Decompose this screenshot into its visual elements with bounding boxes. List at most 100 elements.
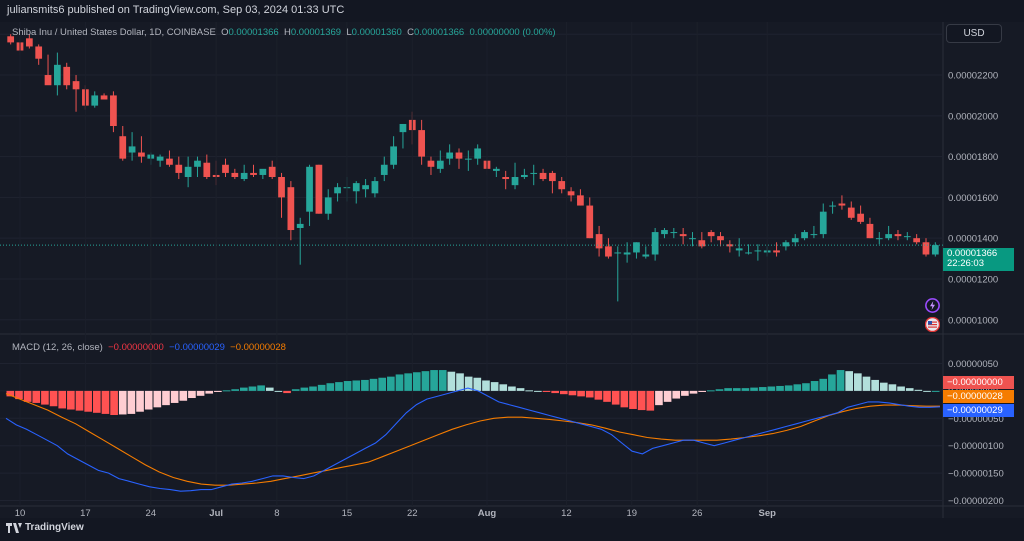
time-tick-label: 8 [274, 508, 279, 518]
macd-histogram-tag: −0.00000000 [943, 376, 1014, 389]
macd-histogram-bar [637, 390, 646, 411]
macd-histogram-bar [646, 390, 655, 411]
macd-histogram-bar [41, 390, 49, 405]
macd-histogram-bar [802, 383, 810, 391]
macd-histogram-bar [257, 385, 265, 391]
macd-histogram-bar [205, 390, 214, 394]
candle-body [773, 250, 780, 253]
macd-histogram-bar [240, 387, 248, 391]
macd-histogram-bar [689, 390, 698, 394]
macd-histogram-bar [283, 390, 291, 394]
time-tick-label: Jul [209, 508, 223, 518]
macd-histogram-bar [750, 387, 758, 391]
candle-body [810, 234, 818, 236]
candle-body [128, 146, 136, 153]
us-flag-icon[interactable] [924, 316, 941, 333]
macd-histogram-bar [767, 386, 776, 391]
macd-histogram-bar [127, 390, 136, 414]
high-label: H [283, 27, 291, 38]
candle-body [857, 213, 864, 222]
macd-histogram-bar [663, 390, 672, 402]
chart-panel[interactable]: 0.000024000.000022000.000020000.00001800… [0, 22, 1024, 518]
candle-body [829, 205, 836, 207]
macd-histogram-bar [525, 390, 534, 392]
macd-histogram-bar [655, 390, 663, 406]
macd-histogram-bar [274, 390, 283, 392]
candle-body [63, 66, 71, 86]
candle-body [922, 242, 930, 255]
macd-histogram-bar [317, 384, 326, 391]
macd-histogram-bar [222, 390, 231, 392]
price-tick-label: 0.00002200 [948, 71, 998, 82]
candle-body [577, 195, 584, 206]
brand-name: TradingView [25, 522, 84, 533]
macd-tick-label: −0.00000200 [948, 496, 1004, 507]
macd-histogram-bar [162, 390, 170, 406]
candle-body [231, 172, 239, 177]
time-tick-label: 19 [626, 508, 637, 518]
candle-body [735, 248, 743, 251]
candle-body [315, 164, 323, 214]
candle-body [698, 240, 706, 247]
macd-histogram-bar [118, 390, 127, 415]
macd-tick-label: −0.00000100 [948, 441, 1004, 452]
candle-body [614, 252, 622, 254]
macd-histogram-bar [482, 380, 490, 391]
macd-histogram-bar [464, 376, 473, 391]
time-tick-label: 12 [561, 508, 572, 518]
candle-body [427, 160, 435, 167]
macd-histogram-bar [378, 377, 387, 391]
macd-histogram-bar [188, 390, 196, 399]
time-tick-label: 24 [145, 508, 156, 518]
candle-body [791, 238, 799, 243]
macd-signal-line [5, 393, 940, 486]
macd-histogram-bar [300, 387, 309, 391]
symbol-name[interactable]: Shiba Inu / United States Dollar, 1D, CO… [12, 27, 216, 38]
macd-histogram-bar [75, 390, 84, 411]
candle-body [306, 166, 313, 212]
candle-body [530, 172, 538, 174]
macd-histogram-bar [110, 390, 118, 416]
macd-indicator-name[interactable]: MACD (12, 26, close) [12, 342, 103, 353]
macd-histogram-bar [828, 374, 836, 391]
candle-body [558, 181, 566, 190]
candle-body [549, 172, 556, 182]
tradingview-logo[interactable]: TradingView [6, 522, 84, 533]
time-tick-label: 17 [80, 508, 91, 518]
candle-body [203, 162, 211, 177]
macd-histogram-bar [499, 384, 508, 391]
currency-button[interactable]: USD [946, 24, 1002, 43]
macd-histogram-bar [326, 383, 335, 391]
macd-histogram-bar [508, 386, 516, 391]
candle-body [866, 223, 874, 239]
macd-histogram-bar [793, 384, 802, 391]
macd-histogram-bar [369, 378, 378, 391]
macd-histogram-bar [585, 390, 594, 398]
macd-histogram-bar [136, 390, 144, 412]
lightning-icon[interactable] [925, 298, 940, 313]
candle-body [754, 250, 762, 252]
macd-histogram-bar [516, 388, 525, 391]
macd-histogram-value: −0.00000000 [108, 342, 164, 353]
candle-body [745, 252, 752, 254]
candle-body [287, 187, 295, 231]
candle-body [502, 177, 510, 180]
tradingview-logo-icon [6, 522, 22, 533]
macd-histogram-bar [888, 384, 897, 391]
last-price-tag: 0.00001366 22:26:03 [943, 248, 1014, 271]
macd-histogram-bar [309, 386, 317, 391]
published-caption: juliansmits6 published on TradingView.co… [7, 4, 345, 16]
open-value: 0.00001366 [228, 27, 279, 38]
macd-tick-label: 0.00000050 [948, 359, 998, 370]
macd-histogram-bar [810, 381, 819, 391]
candle-body [661, 230, 668, 235]
candle-body [492, 168, 500, 171]
macd-histogram-bar [447, 371, 456, 391]
macd-line [5, 387, 941, 492]
macd-histogram-bar [343, 381, 352, 391]
candle-body [222, 164, 229, 173]
candle-body [633, 242, 640, 253]
candle-body [847, 207, 855, 218]
chart-canvas[interactable]: 0.000024000.000022000.000020000.00001800… [0, 22, 1024, 518]
macd-histogram-bar [611, 390, 620, 405]
